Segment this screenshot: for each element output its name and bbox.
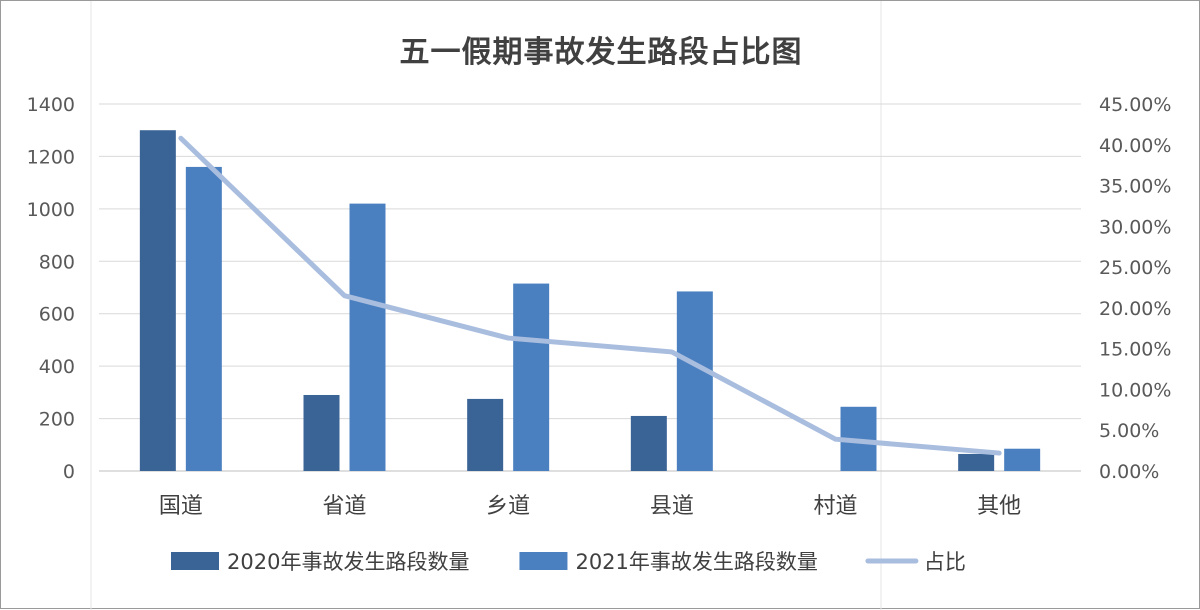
y-left-tick-label: 1200 (27, 146, 75, 168)
x-tick-label: 县道 (650, 494, 694, 519)
x-tick-label: 村道 (813, 494, 857, 519)
y-left-tick-label: 600 (39, 304, 75, 326)
bar (1004, 448, 1041, 471)
bar (958, 453, 995, 471)
bar (676, 291, 713, 471)
bar (139, 130, 176, 471)
y-right-tick-label: 30.00% (1099, 216, 1171, 238)
y-right-tick-label: 15.00% (1099, 339, 1171, 361)
legend-swatch (171, 552, 219, 570)
y-left-tick-label: 1400 (27, 94, 75, 116)
y-left-tick-label: 1000 (27, 199, 75, 221)
y-right-tick-label: 0.00% (1099, 461, 1159, 483)
y-left-tick-label: 400 (39, 356, 75, 378)
bar (303, 394, 340, 471)
legend-label: 占比 (924, 550, 966, 574)
legend-swatch (519, 552, 568, 570)
y-right-tick-label: 40.00% (1099, 135, 1171, 157)
legend-label: 2021年事故发生路段数量 (575, 550, 817, 574)
y-right-tick-label: 20.00% (1099, 298, 1171, 320)
chart-title: 五一假期事故发生路段占比图 (399, 35, 803, 70)
y-left-tick-label: 200 (39, 409, 75, 431)
y-right-tick-label: 35.00% (1099, 176, 1171, 198)
x-tick-label: 乡道 (486, 494, 530, 519)
y-left-tick-label: 800 (39, 251, 75, 273)
legend-label: 2020年事故发生路段数量 (227, 550, 469, 574)
bar (349, 203, 386, 471)
bar (185, 166, 222, 471)
bar (467, 398, 504, 471)
y-right-tick-label: 45.00% (1099, 94, 1171, 116)
series-line (178, 135, 1002, 456)
bar (513, 283, 550, 471)
y-right-tick-label: 5.00% (1099, 420, 1159, 442)
x-tick-label: 其他 (977, 494, 1021, 519)
y-right-tick-label: 25.00% (1099, 257, 1171, 279)
x-tick-label: 省道 (322, 494, 366, 519)
y-left-tick-label: 0 (63, 461, 75, 483)
x-tick-label: 国道 (159, 494, 203, 519)
bar (630, 415, 667, 471)
y-right-tick-label: 10.00% (1099, 379, 1171, 401)
